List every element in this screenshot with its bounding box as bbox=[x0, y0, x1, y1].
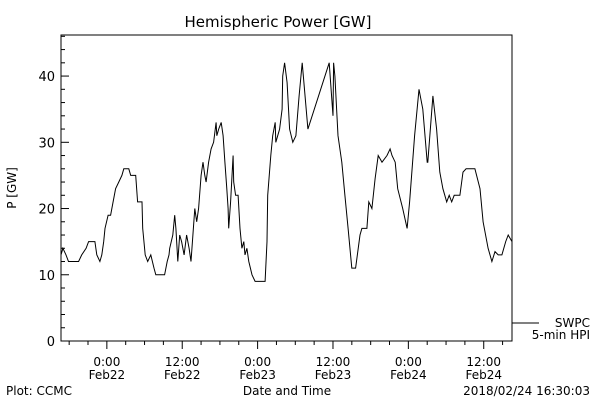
x-tick-label-time: 0:00 bbox=[395, 355, 422, 369]
x-tick-label-date: Feb22 bbox=[89, 368, 126, 382]
x-axis-label: Date and Time bbox=[243, 384, 331, 398]
plot-frame bbox=[60, 34, 513, 342]
x-axis: 0:00Feb2212:00Feb220:00Feb2312:00Feb230:… bbox=[68, 341, 504, 382]
x-tick-label-time: 0:00 bbox=[93, 355, 120, 369]
y-tick-label: 20 bbox=[38, 203, 55, 218]
legend-subtitle: 5-min HPI bbox=[532, 328, 590, 342]
y-tick-label: 40 bbox=[38, 70, 55, 85]
legend-label: SWPC bbox=[555, 316, 590, 330]
y-tick-label: 30 bbox=[38, 136, 55, 151]
y-tick-label: 0 bbox=[47, 335, 55, 350]
chart-title: Hemispheric Power [GW] bbox=[185, 13, 372, 31]
x-tick-label-time: 12:00 bbox=[165, 355, 200, 369]
series-line-swpc bbox=[60, 62, 513, 282]
x-tick-label-date: Feb23 bbox=[315, 368, 352, 382]
x-tick-label-date: Feb22 bbox=[164, 368, 201, 382]
y-axis-label: P [GW] bbox=[5, 167, 19, 209]
footer-timestamp: 2018/02/24 16:30:03 bbox=[463, 384, 590, 398]
x-tick-label-date: Feb24 bbox=[390, 368, 427, 382]
x-tick-label-time: 12:00 bbox=[466, 355, 501, 369]
x-tick-label-date: Feb23 bbox=[239, 368, 276, 382]
x-tick-label-time: 0:00 bbox=[244, 355, 271, 369]
footer-credit: Plot: CCMC bbox=[6, 384, 72, 398]
y-tick-label: 10 bbox=[38, 269, 55, 284]
x-tick-label-date: Feb24 bbox=[465, 368, 502, 382]
y-axis: 0 10 20 30 40 bbox=[38, 35, 69, 350]
x-tick-label-time: 12:00 bbox=[316, 355, 351, 369]
